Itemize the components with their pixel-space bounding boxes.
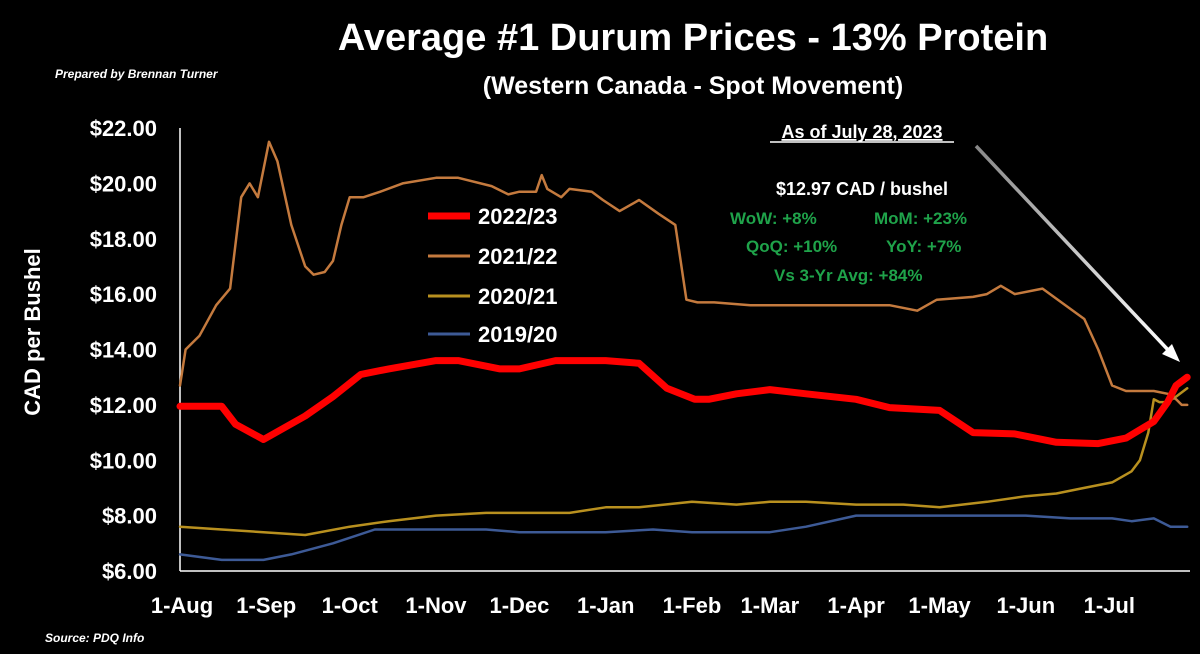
x-tick-label: 1-Jun	[996, 593, 1055, 618]
series-line-2020-21	[178, 387, 1189, 537]
as-of-date: As of July 28, 2023	[781, 122, 942, 142]
stat-yoy: YoY: +7%	[886, 237, 961, 256]
chart-title: Average #1 Durum Prices - 13% Protein	[338, 17, 1048, 59]
x-tick-label: 1-Oct	[322, 593, 379, 618]
x-tick-label: 1-Jul	[1084, 593, 1135, 618]
x-tick-label: 1-Jan	[577, 593, 634, 618]
y-tick-label: $8.00	[102, 504, 157, 529]
y-tick-labels: $22.00 $20.00 $18.00 $16.00 $14.00 $12.00 $10.…	[90, 116, 157, 584]
x-tick-label: 1-Mar	[741, 593, 800, 618]
x-tick-label: 1-May	[908, 593, 971, 618]
y-tick-label: $12.00	[90, 393, 157, 418]
y-tick-label: $20.00	[90, 171, 157, 196]
arrow-head	[1162, 344, 1180, 362]
x-tick-label: 1-Apr	[827, 593, 885, 618]
stat-wow: WoW: +8%	[730, 209, 817, 228]
y-axis-label: CAD per Bushel	[20, 248, 45, 415]
series-line-2019-20	[178, 514, 1189, 562]
y-tick-label: $14.00	[90, 338, 157, 363]
y-tick-label: $22.00	[90, 116, 157, 141]
legend: 2022/23 2021/22 2020/21 2019/20	[428, 204, 558, 347]
y-tick-label: $18.00	[90, 227, 157, 252]
series-lines	[176, 140, 1191, 562]
y-tick-label: $10.00	[90, 448, 157, 473]
x-tick-label: 1-Sep	[236, 593, 296, 618]
arrow-shaft	[974, 144, 1172, 354]
x-tick-label: 1-Aug	[151, 593, 213, 618]
stats-annotation: As of July 28, 2023 $12.97 CAD / bushel …	[730, 122, 967, 285]
chart-subtitle: (Western Canada - Spot Movement)	[483, 72, 903, 100]
legend-label-2022-23: 2022/23	[478, 204, 558, 229]
x-tick-label: 1-Dec	[489, 593, 549, 618]
x-tick-labels: 1-Aug 1-Sep 1-Oct 1-Nov 1-Dec 1-Jan 1-Feb 1-Mar…	[151, 593, 1135, 618]
stat-vs-avg: Vs 3-Yr Avg: +84%	[774, 266, 923, 285]
stat-qoq: QoQ: +10%	[746, 237, 837, 256]
legend-label-2020-21: 2020/21	[478, 284, 558, 309]
series-line-2022-23	[176, 357, 1191, 448]
prepared-by-note: Prepared by Brennan Turner	[55, 67, 219, 81]
pointer-arrow	[974, 144, 1180, 362]
x-tick-label: 1-Nov	[405, 593, 467, 618]
legend-label-2021-22: 2021/22	[478, 244, 558, 269]
series-line-2021-22	[178, 140, 1189, 407]
source-note: Source: PDQ Info	[45, 631, 144, 645]
legend-label-2019-20: 2019/20	[478, 322, 558, 347]
y-tick-label: $16.00	[90, 282, 157, 307]
current-price: $12.97 CAD / bushel	[776, 179, 948, 199]
y-tick-label: $6.00	[102, 559, 157, 584]
stat-mom: MoM: +23%	[874, 209, 967, 228]
x-tick-label: 1-Feb	[663, 593, 722, 618]
